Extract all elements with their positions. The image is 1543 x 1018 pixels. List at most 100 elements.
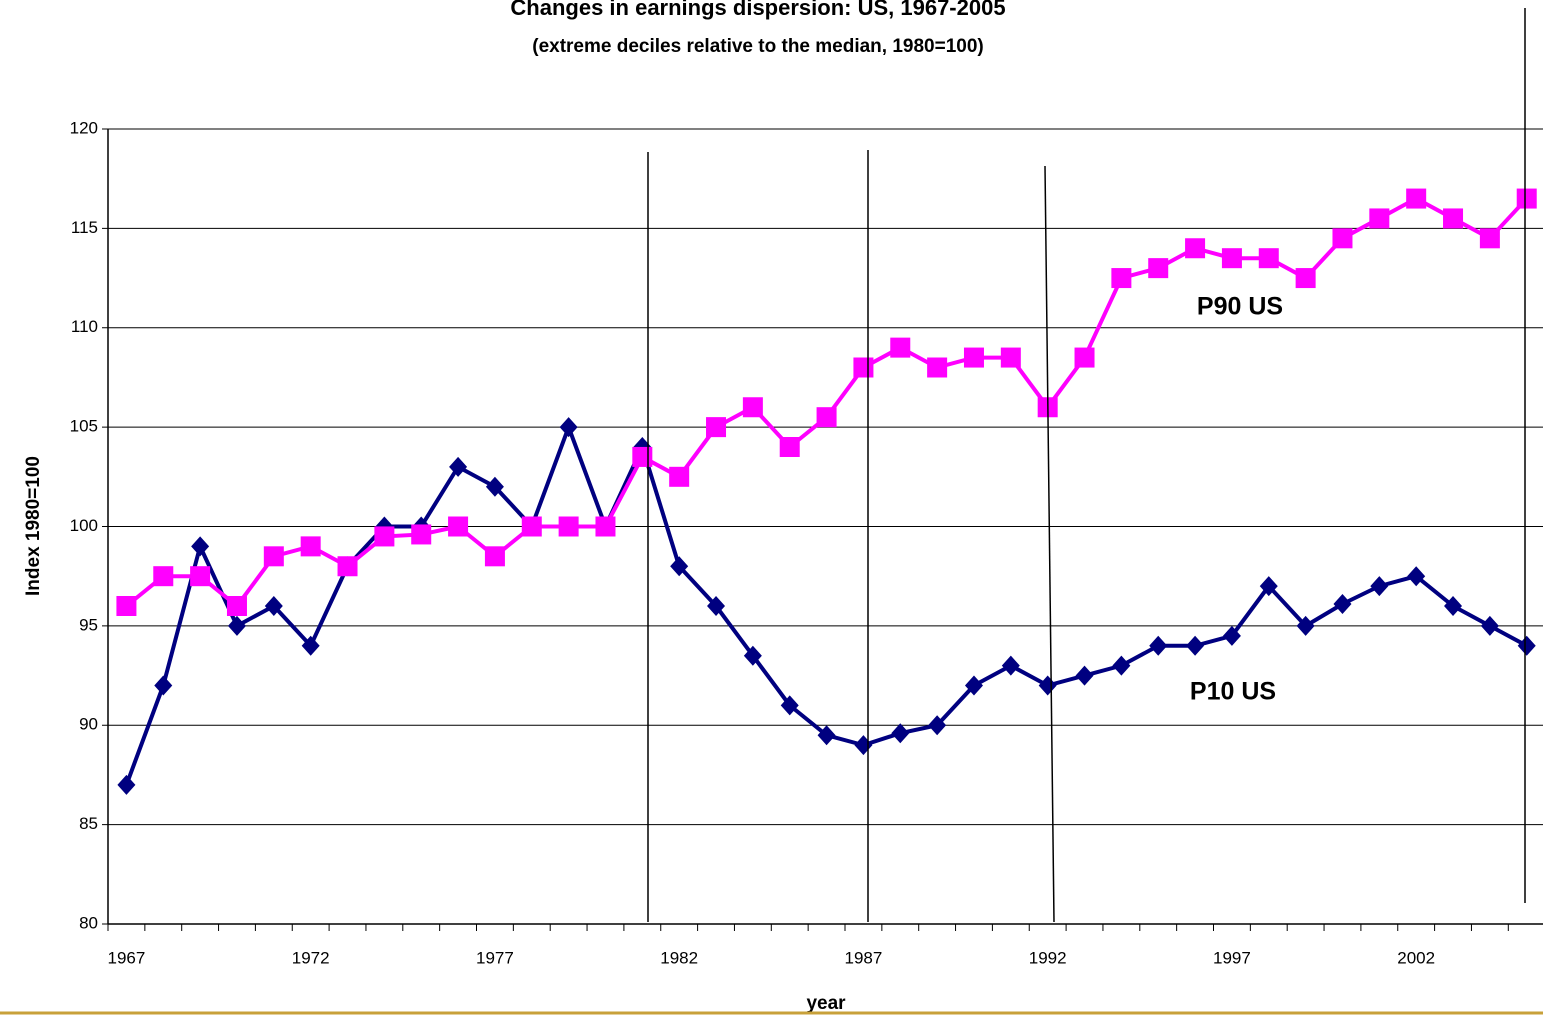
point-marker	[891, 723, 910, 744]
point-marker	[1516, 188, 1537, 209]
x-tick-label: 1997	[1213, 948, 1251, 967]
point-marker	[964, 675, 983, 696]
point-marker	[1295, 268, 1316, 289]
point-marker	[928, 715, 947, 736]
y-tick-label: 85	[79, 814, 98, 833]
point-marker	[817, 725, 836, 746]
y-tick-label: 115	[71, 218, 98, 237]
point-marker	[1000, 347, 1021, 368]
point-marker	[963, 347, 984, 368]
point-marker	[1444, 596, 1463, 616]
point-marker	[449, 456, 468, 477]
point-marker	[1222, 625, 1241, 646]
x-tick-label: 2002	[1397, 948, 1435, 967]
x-tick-label: 1987	[845, 948, 883, 967]
point-marker	[116, 596, 137, 616]
point-marker	[153, 566, 174, 587]
series-label: P10 US	[1190, 678, 1276, 706]
point-marker	[301, 635, 320, 656]
annotation-line	[1044, 165, 1055, 923]
y-tick-label: 105	[70, 417, 98, 436]
point-marker	[780, 695, 799, 716]
point-marker	[190, 566, 211, 587]
point-marker	[559, 417, 578, 438]
point-marker	[448, 516, 469, 537]
point-marker	[227, 615, 246, 636]
point-marker	[264, 596, 283, 616]
x-tick-label: 1967	[108, 948, 146, 967]
point-marker	[263, 546, 284, 567]
point-marker	[1111, 268, 1132, 289]
point-marker	[1369, 208, 1390, 229]
point-marker	[1370, 576, 1389, 597]
x-tick-label: 1982	[660, 948, 698, 967]
point-marker	[1038, 675, 1057, 696]
point-marker	[707, 596, 726, 616]
point-marker	[742, 397, 763, 418]
plot-area: 80 85 90 95 100 105 110 115 120 1967 1972 1977 1982 1…	[70, 118, 1543, 967]
point-marker	[558, 516, 579, 537]
point-marker	[1221, 248, 1242, 269]
y-tick-label: 110	[71, 317, 98, 336]
point-marker	[1258, 248, 1279, 269]
point-marker	[1074, 347, 1095, 368]
point-marker	[226, 596, 247, 616]
point-marker	[1112, 655, 1131, 676]
point-marker	[1149, 635, 1168, 656]
point-marker	[374, 526, 395, 547]
point-marker	[743, 645, 762, 666]
point-marker	[1186, 635, 1205, 656]
point-marker	[816, 407, 837, 428]
point-marker	[1443, 208, 1464, 229]
point-marker	[853, 357, 874, 378]
point-marker	[1185, 238, 1206, 259]
point-marker	[117, 774, 136, 795]
point-marker	[854, 735, 873, 756]
point-marker	[632, 446, 653, 467]
x-tick-label: 1992	[1029, 948, 1067, 967]
series-line	[125, 196, 1529, 608]
point-marker	[1407, 566, 1426, 587]
point-marker	[1001, 655, 1020, 676]
point-marker	[706, 417, 727, 438]
y-tick-label: 120	[70, 118, 98, 137]
point-marker	[411, 524, 432, 545]
point-marker	[595, 516, 616, 537]
point-marker	[927, 357, 948, 378]
x-tick-label: 1977	[476, 948, 514, 967]
point-marker	[1296, 615, 1315, 636]
point-marker	[1332, 228, 1353, 249]
point-marker	[300, 536, 321, 557]
series-label: P90 US	[1197, 293, 1283, 321]
x-axis-label: year	[806, 993, 846, 1014]
annotation-lines	[647, 8, 1526, 923]
point-marker	[521, 516, 542, 537]
y-tick-label: 100	[70, 516, 98, 535]
point-marker	[669, 466, 690, 487]
point-marker	[1517, 635, 1536, 656]
point-marker	[191, 536, 210, 557]
chart-title: Changes in earnings dispersion: US, 1967…	[510, 0, 1005, 20]
point-marker	[1075, 665, 1094, 686]
point-marker	[1259, 576, 1278, 597]
y-axis-label: Index 1980=100	[23, 456, 44, 596]
y-tick-label: 95	[79, 615, 98, 634]
point-marker	[1333, 594, 1352, 615]
point-marker	[1148, 258, 1169, 279]
point-marker	[1406, 188, 1427, 209]
point-marker	[484, 546, 505, 567]
point-marker	[1479, 228, 1500, 249]
point-marker	[337, 556, 358, 577]
point-marker	[485, 476, 504, 497]
y-tick-label: 90	[79, 715, 98, 734]
x-tick-label: 1972	[292, 948, 330, 967]
point-marker	[154, 675, 173, 696]
point-marker	[890, 337, 911, 358]
chart-subtitle: (extreme deciles relative to the median,…	[532, 36, 983, 57]
y-tick-label: 80	[79, 913, 98, 932]
point-marker	[1480, 615, 1499, 636]
point-marker	[670, 556, 689, 577]
point-marker	[779, 437, 800, 457]
